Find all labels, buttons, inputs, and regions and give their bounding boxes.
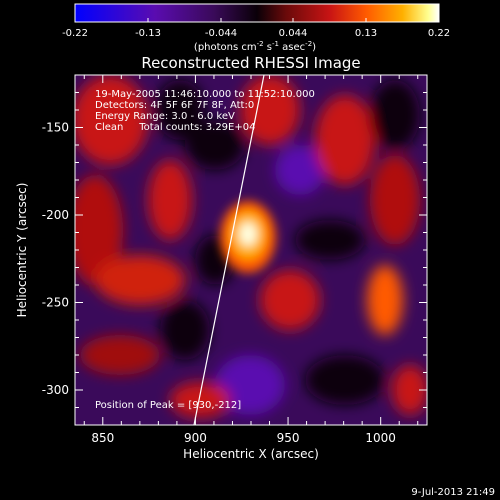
y-tick-label: -250: [42, 296, 69, 310]
x-axis-label: Heliocentric X (arcsec): [183, 447, 319, 461]
x-tick-label: 1000: [365, 431, 396, 445]
annotation-counts: Clean Total counts: 3.29E+04: [95, 122, 255, 133]
x-axis: 850 900 950 1000: [83, 75, 419, 445]
x-tick-label: 950: [277, 431, 300, 445]
colorbar-tick-label: -0.22: [62, 28, 88, 39]
y-tick-label: -200: [42, 208, 69, 222]
colorbar-tick-label: -0.13: [135, 28, 161, 39]
limb-line: [193, 75, 265, 425]
annotation-detectors: Detectors: 4F 5F 6F 7F 8F, Att:0: [95, 100, 254, 111]
colorbar: [74, 3, 440, 23]
y-axis: -150 -200 -250 -300: [42, 74, 427, 426]
colorbar-tick-label: -0.044: [205, 28, 237, 39]
annotation-peak: Position of Peak = [930,-212]: [95, 400, 241, 411]
annotation-energy: Energy Range: 3.0 - 6.0 keV: [95, 111, 235, 122]
colorbar-unit: (photons cm-2 s-1 asec-2): [194, 40, 316, 53]
y-tick-label: -150: [42, 121, 69, 135]
annotation-time: 19-May-2005 11:46:10.000 to 11:52:10.000: [95, 89, 315, 100]
colorbar-tick-label: 0.22: [428, 28, 450, 39]
colorbar-ticks: [74, 18, 440, 22]
colorbar-tick-label: 0.044: [279, 28, 308, 39]
colorbar-tick-label: 0.13: [355, 28, 377, 39]
y-tick-label: -300: [42, 383, 69, 397]
y-axis-label: Heliocentric Y (arcsec): [15, 183, 29, 318]
x-tick-label: 850: [91, 431, 114, 445]
chart-title: Reconstructed RHESSI Image: [141, 54, 360, 72]
footer-timestamp: 9-Jul-2013 21:49: [411, 487, 495, 498]
heatmap-image: [75, 75, 427, 425]
x-tick-label: 900: [184, 431, 207, 445]
